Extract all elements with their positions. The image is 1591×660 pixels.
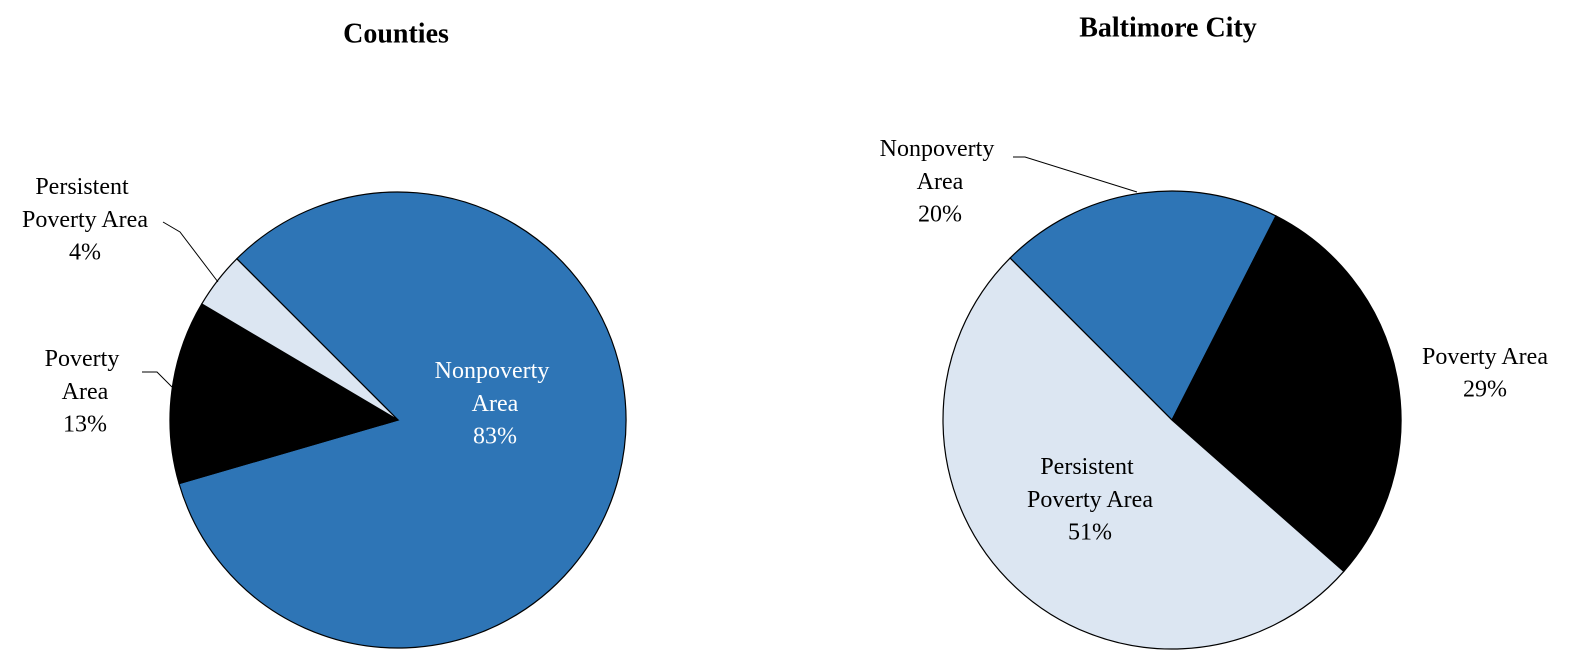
pie-slice [942,257,1345,650]
chart-title: Counties [343,18,449,49]
leader-line [142,371,173,388]
leader-line [1013,156,1138,193]
slice-value-label: 51% [1068,520,1112,546]
chart-title: Baltimore City [1079,12,1257,43]
slice-label: Poverty Area [45,346,126,405]
slice-value-label: 4% [69,240,101,266]
pie-slice [169,303,400,485]
slice-value-label: 20% [918,202,962,228]
slice-label: Persistent Poverty Area [22,174,148,233]
slice-value-label: 83% [473,424,517,450]
slice-label: Nonpoverty Area [435,358,556,417]
pie-slice [1171,215,1402,573]
slice-value-label: 13% [63,412,107,438]
slice-value-label: 29% [1463,377,1507,403]
slice-label: Nonpoverty Area [880,136,1001,195]
pie-slice [178,191,627,649]
pie-slice [1009,190,1277,422]
slice-label: Persistent Poverty Area [1027,454,1153,513]
leader-line [162,221,219,283]
pie-slice [200,257,399,421]
slice-label: Poverty Area [1422,344,1548,370]
